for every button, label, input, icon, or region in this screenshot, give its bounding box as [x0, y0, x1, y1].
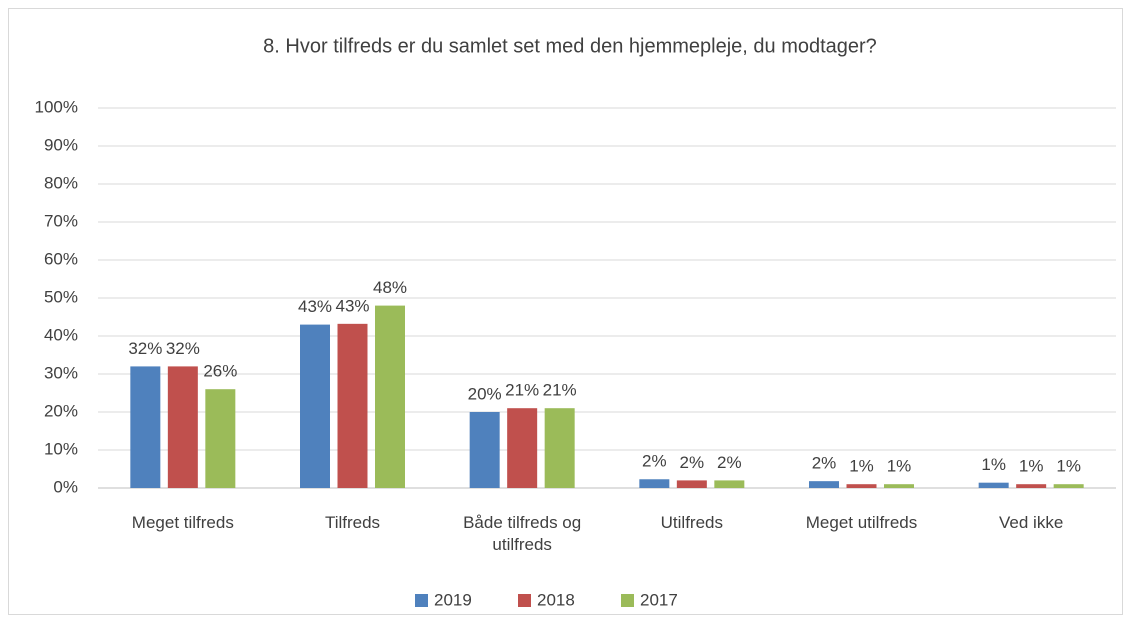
y-tick-label: 50%	[44, 287, 78, 306]
bar	[846, 484, 877, 488]
bar	[884, 484, 914, 488]
data-label: 21%	[505, 381, 539, 400]
bar	[300, 324, 330, 488]
chart-frame	[8, 8, 1123, 615]
y-tick-label: 70%	[44, 211, 78, 230]
data-label: 1%	[1019, 457, 1044, 476]
bar	[676, 480, 707, 488]
bar	[809, 481, 839, 488]
legend-swatch	[621, 594, 634, 607]
bar	[375, 305, 405, 488]
data-label: 26%	[203, 362, 237, 381]
data-label: 43%	[335, 296, 369, 315]
legend-label: 2019	[434, 590, 472, 609]
legend-swatch	[518, 594, 531, 607]
y-tick-label: 30%	[44, 363, 78, 382]
x-tick-label: Ved ikke	[999, 513, 1064, 532]
x-tick-label: Meget tilfreds	[131, 513, 234, 532]
data-label: 1%	[887, 457, 912, 476]
bar	[507, 408, 538, 488]
legend-label: 2017	[640, 590, 678, 609]
y-tick-label: 80%	[44, 173, 78, 192]
y-tick-label: 90%	[44, 135, 78, 154]
bar	[1016, 484, 1047, 488]
data-label: 2%	[642, 452, 667, 471]
data-label: 20%	[468, 384, 502, 403]
chart-title: 8. Hvor tilfreds er du samlet set med de…	[263, 35, 877, 57]
y-tick-label: 60%	[44, 249, 78, 268]
y-tick-label: 10%	[44, 439, 78, 458]
legend-label: 2018	[537, 590, 575, 609]
bar	[639, 479, 670, 488]
bar	[469, 412, 500, 488]
bar	[167, 366, 198, 488]
x-tick-label: Meget utilfreds	[805, 513, 918, 532]
x-tick-label: Tilfreds	[324, 513, 381, 532]
bar	[205, 389, 236, 488]
data-label: 21%	[543, 381, 577, 400]
y-tick-label: 100%	[35, 97, 78, 116]
data-label: 32%	[166, 339, 200, 358]
data-label: 48%	[373, 278, 407, 297]
bar	[714, 480, 745, 488]
bar	[130, 366, 161, 488]
data-label: 1%	[849, 457, 874, 476]
legend-swatch	[415, 594, 428, 607]
data-label: 1%	[981, 455, 1006, 474]
bar	[544, 408, 575, 488]
x-tick-label: Både tilfreds og utilfreds	[463, 513, 582, 554]
x-tick-label: Utilfreds	[660, 513, 723, 532]
y-tick-label: 0%	[53, 477, 78, 496]
data-label: 2%	[680, 453, 705, 472]
data-label: 2%	[812, 454, 837, 473]
data-label: 43%	[298, 297, 332, 316]
y-tick-label: 40%	[44, 325, 78, 344]
data-label: 1%	[1056, 457, 1081, 476]
bar	[978, 482, 1009, 488]
bar	[1053, 484, 1084, 488]
data-label: 32%	[128, 339, 162, 358]
bar	[337, 323, 368, 488]
data-label: 2%	[717, 453, 742, 472]
y-tick-label: 20%	[44, 401, 78, 420]
